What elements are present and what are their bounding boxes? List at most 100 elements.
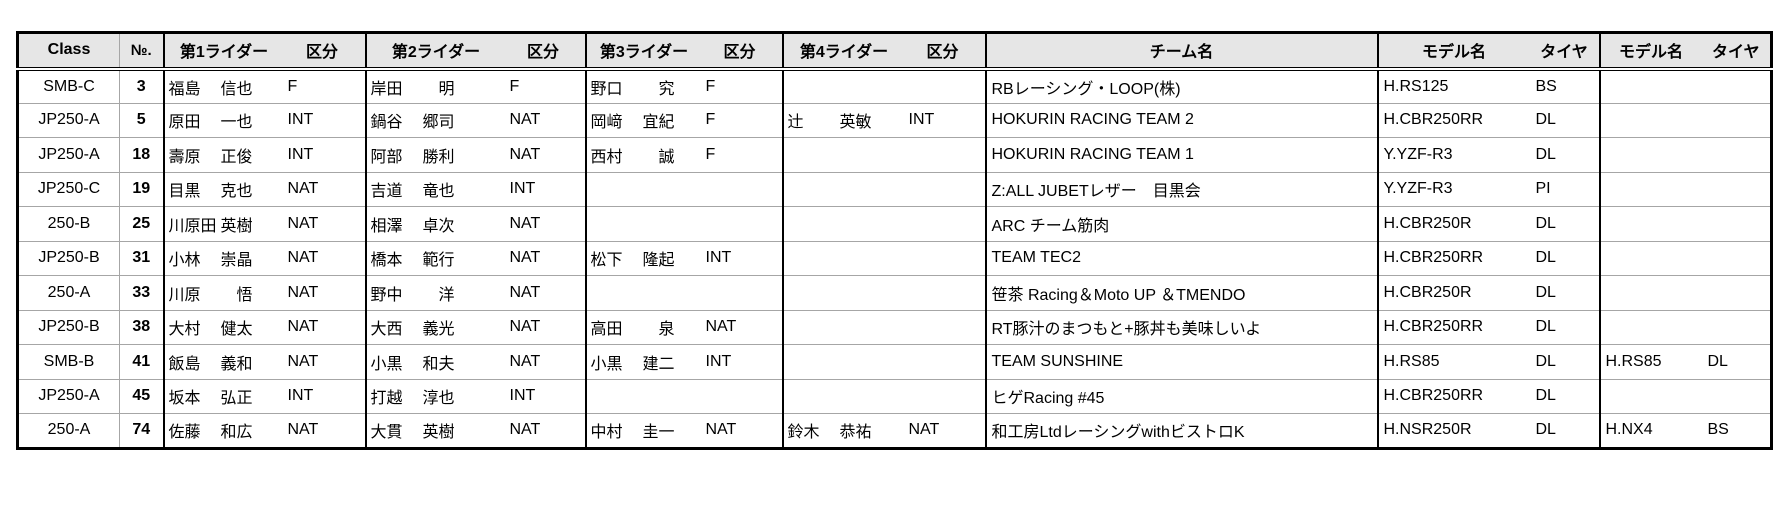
header-rider2-kubun: 区分: [501, 32, 586, 71]
model2-cell: [1598, 102, 1702, 138]
rider4-kubun-cell: [900, 344, 986, 379]
rider1-first-name: 弘正: [220, 390, 253, 408]
tire2-cell: [1701, 240, 1772, 276]
table-row: JP250-A 5 原田 一也 INT 鍋谷 郷司 NAT 岡﨑 宜紀 F 辻: [17, 102, 1772, 138]
tire2-cell: BS: [1701, 413, 1772, 448]
tire1-cell: DL: [1529, 240, 1600, 276]
rider4-name-cell: [781, 171, 901, 207]
rider1-last-name: 川原田: [168, 217, 217, 235]
rider1-first-name: 英樹: [220, 217, 253, 235]
rider2-last-name: 小黒: [370, 355, 403, 373]
rider3-name-cell: [584, 378, 698, 414]
team-name-cell: ARC チーム筋肉: [984, 206, 1378, 241]
rider1-kubun-cell: NAT: [279, 309, 366, 345]
rider3-last-name: 小黒: [590, 355, 623, 373]
rider3-kubun-cell: F: [697, 102, 783, 138]
model1-cell: H.CBR250R: [1376, 206, 1530, 241]
rider2-first-name: 郷司: [422, 114, 455, 132]
rider2-kubun-cell: NAT: [501, 309, 586, 345]
rider3-first-name: 隆起: [642, 252, 675, 270]
rider3-kubun-cell: [697, 171, 783, 207]
rider3-name-cell: 野口 究: [584, 68, 698, 103]
rider4-kubun-cell: INT: [900, 102, 986, 138]
rider1-kubun-cell: NAT: [279, 344, 366, 379]
rider2-name-cell: 大貫 英樹: [364, 413, 502, 448]
team-name-cell: RT豚汁のまつもと+豚丼も美味しいよ: [984, 309, 1378, 345]
rider2-last-name: 橋本: [370, 252, 403, 270]
team-name-cell: TEAM SUNSHINE: [984, 344, 1378, 379]
model2-cell: H.NX4: [1598, 413, 1702, 448]
rider1-kubun-cell: NAT: [279, 240, 366, 276]
header-tire1: タイヤ: [1529, 32, 1600, 71]
rider2-kubun-cell: NAT: [501, 344, 586, 379]
rider1-last-name: 佐藤: [168, 424, 201, 442]
rider1-last-name: 壽原: [168, 148, 201, 166]
rider2-kubun-cell: NAT: [501, 206, 586, 241]
rider2-kubun-cell: NAT: [501, 137, 586, 172]
rider3-kubun-cell: [697, 275, 783, 310]
rider2-first-name: 範行: [422, 252, 455, 270]
rider4-name-cell: 鈴木 恭祐: [781, 413, 901, 448]
rider4-kubun-cell: [900, 206, 986, 241]
team-name-cell: TEAM TEC2: [984, 240, 1378, 276]
rider2-last-name: 鍋谷: [370, 114, 403, 132]
rider3-kubun-cell: [697, 206, 783, 241]
table-row: 250-A 74 佐藤 和広 NAT 大貫 英樹 NAT 中村 圭一 NAT 鈴…: [17, 413, 1772, 448]
rider2-name: 橋本 範行: [371, 246, 455, 270]
rider4-kubun-cell: [900, 171, 986, 207]
rider1-name-cell: 目黒 克也: [162, 171, 280, 207]
model2-cell: [1598, 309, 1702, 345]
rider1-first-name: 崇晶: [220, 252, 253, 270]
model2-cell: [1598, 378, 1702, 414]
header-rider1: 第1ライダー: [162, 32, 280, 71]
rider2-name-cell: 相澤 卓次: [364, 206, 502, 241]
class-cell: JP250-A: [17, 137, 120, 172]
team-name-cell: RBレーシング・LOOP(株): [984, 68, 1378, 103]
rider2-first-name: 明: [438, 80, 455, 98]
model2-cell: [1598, 275, 1702, 310]
model2-cell: [1598, 68, 1702, 103]
rider2-last-name: 吉道: [370, 183, 403, 201]
class-cell: JP250-C: [17, 171, 120, 207]
rider4-name-cell: [781, 378, 901, 414]
rider2-last-name: 打越: [370, 390, 403, 408]
tire1-cell: DL: [1529, 344, 1600, 379]
rider3-name-cell: 中村 圭一: [584, 413, 698, 448]
table-row: 250-B 25 川原田 英樹 NAT 相澤 卓次 NAT: [17, 206, 1772, 241]
team-name-cell: 笹茶 Racing＆Moto UP ＆TMENDO: [984, 275, 1378, 310]
rider3-first-name: 圭一: [642, 424, 675, 442]
rider2-name: 小黒 和夫: [371, 350, 455, 374]
rider2-last-name: 野中: [370, 286, 403, 304]
model2-cell: [1598, 206, 1702, 241]
rider1-name-cell: 川原田 英樹: [162, 206, 280, 241]
rider1-first-name: 克也: [220, 183, 253, 201]
header-rider4-kubun: 区分: [900, 32, 986, 71]
rider1-name-cell: 原田 一也: [162, 102, 280, 138]
rider4-kubun-cell: NAT: [900, 413, 986, 448]
rider4-name: 辻 英敏: [788, 108, 872, 132]
rider1-name: 原田 一也: [169, 108, 253, 132]
rider2-name-cell: 打越 淳也: [364, 378, 502, 414]
rider1-kubun-cell: NAT: [279, 171, 366, 207]
rider1-kubun-cell: F: [287, 77, 298, 95]
rider4-kubun-cell: [900, 275, 986, 310]
model1-cell: Y.YZF-R3: [1376, 171, 1530, 207]
model1-cell: H.NSR250R: [1376, 413, 1530, 448]
tire1-cell: PI: [1529, 171, 1600, 207]
rider1-kubun-cell: NAT: [279, 275, 366, 310]
team-name-cell: Z:ALL JUBETレザー 目黒会: [984, 171, 1378, 207]
rider1-name: 壽原 正俊: [169, 143, 253, 167]
entry-number-cell: 41: [119, 344, 164, 379]
rider3-name-cell: 岡﨑 宜紀: [584, 102, 698, 138]
entry-rows: SMB-C 3 福島 信也 F 岸田 明 F 野口 究 F: [17, 68, 1772, 448]
rider2-first-name: 英樹: [422, 424, 455, 442]
rider2-name-cell: 吉道 竜也: [364, 171, 502, 207]
rider1-name: 小林 崇晶: [169, 246, 253, 270]
rider3-name: 西村 誠: [591, 143, 675, 167]
rider2-name-cell: 大西 義光: [364, 309, 502, 345]
rider4-kubun-cell: [900, 378, 986, 414]
rider1-name-cell: 飯島 義和: [162, 344, 280, 379]
header-team-name: チーム名: [984, 32, 1378, 71]
rider4-last-name: 辻: [787, 114, 804, 132]
